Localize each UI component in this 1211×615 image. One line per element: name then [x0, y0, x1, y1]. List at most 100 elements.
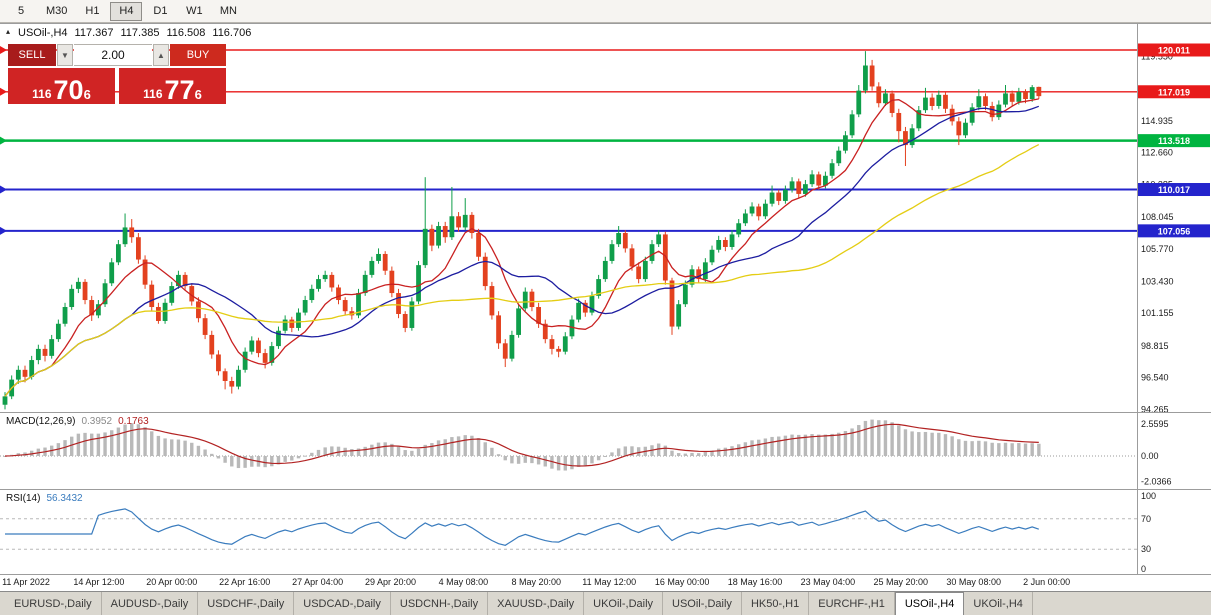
buy-price-box[interactable]: 116 77 6: [119, 68, 226, 104]
macd-header: MACD(12,26,9) 0.3952 0.1763: [6, 416, 149, 427]
chart-tab-hk50-h1[interactable]: HK50-,H1: [742, 592, 810, 615]
ma-slow-line: [4, 144, 1040, 397]
svg-text:112.660: 112.660: [1141, 148, 1173, 158]
ohlc-open: 117.367: [74, 27, 114, 39]
price-badge: [1138, 43, 1210, 57]
timeframe-button-w1[interactable]: W1: [186, 5, 203, 17]
svg-text:94.265: 94.265: [1141, 404, 1169, 414]
hline-left-marker: [0, 45, 7, 54]
macd-label: MACD(12,26,9): [6, 416, 76, 427]
time-axis[interactable]: 11 Apr 2022 14 Apr 12:00 20 Apr 00:00 22 Ap…: [2, 577, 1070, 587]
one-click-panel-toggle-icon[interactable]: ▴: [6, 27, 11, 36]
svg-text:98.815: 98.815: [1141, 341, 1169, 351]
buy-button[interactable]: BUY: [170, 44, 226, 66]
chart-tab-eurusd-daily[interactable]: EURUSD-,Daily: [5, 592, 102, 615]
timeframe-toolbar: 5 M30 H1 H4 D1 W1 MN: [0, 0, 1211, 23]
svg-text:2 Jun 00:00: 2 Jun 00:00: [1023, 577, 1070, 587]
sell-button[interactable]: SELL: [8, 44, 56, 66]
svg-text:100: 100: [1141, 491, 1156, 501]
svg-text:11 May 12:00: 11 May 12:00: [582, 577, 636, 587]
svg-text:0.00: 0.00: [1141, 451, 1159, 461]
ask-price-big-digits: 77: [164, 75, 195, 106]
svg-text:29 Apr 20:00: 29 Apr 20:00: [365, 577, 416, 587]
svg-text:96.540: 96.540: [1141, 373, 1169, 383]
ohlc-close: 116.706: [212, 27, 252, 39]
svg-text:113.518: 113.518: [1158, 136, 1190, 146]
price-axis[interactable]: 119.550117.210114.935112.660110.385108.0…: [1138, 43, 1210, 574]
chart-symbol-label: USOil-,H4: [18, 27, 68, 39]
svg-text:107.056: 107.056: [1158, 226, 1191, 236]
svg-text:70: 70: [1141, 514, 1151, 524]
ohlc-low: 116.508: [166, 27, 206, 39]
price-badge: [1138, 85, 1210, 99]
chart-tab-eurchf-h1[interactable]: EURCHF-,H1: [809, 592, 895, 615]
svg-text:-2.0366: -2.0366: [1141, 476, 1172, 486]
volume-decrease-button[interactable]: ▼: [57, 44, 73, 66]
hline-left-marker: [0, 87, 7, 96]
svg-text:103.430: 103.430: [1141, 276, 1174, 286]
rsi-label: RSI(14): [6, 493, 41, 504]
bid-price-last-digit: 6: [83, 87, 91, 102]
ma-fast-line: [4, 98, 1039, 397]
svg-text:108.045: 108.045: [1141, 212, 1174, 222]
ohlc-high: 117.385: [120, 27, 160, 39]
svg-text:25 May 20:00: 25 May 20:00: [874, 577, 929, 587]
chart-tab-xauusd-daily[interactable]: XAUUSD-,Daily: [488, 592, 585, 615]
price-badge: [1138, 183, 1210, 197]
svg-text:23 May 04:00: 23 May 04:00: [801, 577, 856, 587]
chevron-up-icon: ▲: [157, 50, 165, 60]
svg-text:11 Apr 2022: 11 Apr 2022: [2, 577, 50, 587]
volume-increase-button[interactable]: ▲: [153, 44, 169, 66]
chart-tab-usdcad-daily[interactable]: USDCAD-,Daily: [294, 592, 391, 615]
svg-text:101.155: 101.155: [1141, 308, 1174, 318]
price-pane: [0, 45, 1137, 410]
chart-tab-usoil-h4[interactable]: USOil-,H4: [894, 592, 965, 615]
hline-left-marker: [0, 136, 7, 145]
macd-main-value: 0.3952: [81, 416, 113, 427]
svg-text:117.019: 117.019: [1158, 87, 1190, 97]
svg-text:14 Apr 12:00: 14 Apr 12:00: [73, 577, 124, 587]
svg-text:120.011: 120.011: [1158, 45, 1190, 55]
chart-tab-usdchf-daily[interactable]: USDCHF-,Daily: [198, 592, 295, 615]
chart-tab-usdcnh-daily[interactable]: USDCNH-,Daily: [391, 592, 489, 615]
svg-text:30: 30: [1141, 544, 1151, 554]
chart-tab-ukoil-daily[interactable]: UKOil-,Daily: [584, 592, 664, 615]
macd-signal-value: 0.1763: [118, 416, 149, 427]
timeframe-button-h1[interactable]: H1: [85, 5, 100, 17]
volume-input[interactable]: 2.00: [74, 44, 152, 66]
rsi-header: RSI(14) 56.3432: [6, 493, 83, 504]
svg-text:114.935: 114.935: [1141, 116, 1173, 126]
rsi-pane: [0, 508, 1137, 550]
rsi-value: 56.3432: [46, 493, 83, 504]
svg-text:18 May 16:00: 18 May 16:00: [728, 577, 783, 587]
hline-left-marker: [0, 226, 7, 235]
bid-price-prefix: 116: [32, 87, 52, 101]
chart-tab-audusd-daily[interactable]: AUDUSD-,Daily: [102, 592, 199, 615]
timeframe-button-d1[interactable]: D1: [153, 5, 168, 17]
svg-text:4 May 08:00: 4 May 08:00: [439, 577, 489, 587]
macd-pane: [0, 419, 1137, 471]
ma-mid-line: [4, 105, 1040, 397]
svg-text:20 Apr 00:00: 20 Apr 00:00: [146, 577, 197, 587]
svg-text:16 May 00:00: 16 May 00:00: [655, 577, 710, 587]
ask-price-prefix: 116: [143, 87, 163, 101]
one-click-trading-panel: SELL ▼ 2.00 ▲ BUY 116 70 6 116 77 6: [8, 44, 226, 104]
timeframe-button-h4[interactable]: H4: [110, 1, 143, 21]
chevron-down-icon: ▼: [61, 50, 69, 60]
svg-text:0: 0: [1141, 564, 1146, 574]
price-badge: [1138, 224, 1210, 238]
svg-text:8 May 20:00: 8 May 20:00: [512, 577, 562, 587]
timeframe-button-mn[interactable]: MN: [219, 5, 237, 17]
svg-text:27 Apr 04:00: 27 Apr 04:00: [292, 577, 343, 587]
svg-text:2.5595: 2.5595: [1141, 419, 1169, 429]
timeframe-button-5[interactable]: 5: [17, 5, 25, 17]
sell-price-box[interactable]: 116 70 6: [8, 68, 115, 104]
chart-tab-usoil-daily[interactable]: USOil-,Daily: [663, 592, 742, 615]
svg-text:110.017: 110.017: [1158, 185, 1190, 195]
timeframe-button-m30[interactable]: M30: [46, 5, 68, 17]
chart-tab-ukoil-h4[interactable]: UKOil-,H4: [964, 592, 1033, 615]
symbol-tab-bar: EURUSD-,Daily AUDUSD-,Daily USDCHF-,Daily U…: [0, 591, 1211, 615]
ask-price-last-digit: 6: [194, 87, 202, 102]
